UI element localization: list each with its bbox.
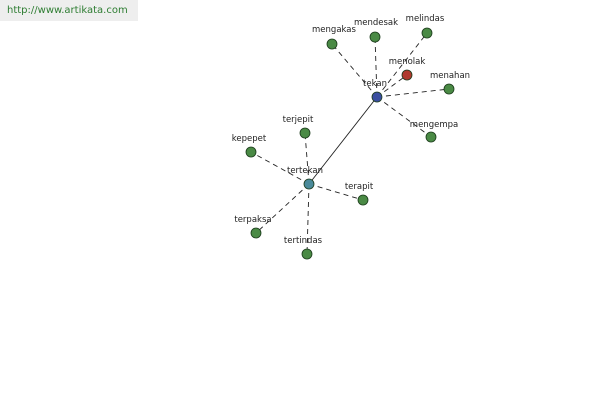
node-label: menolak — [389, 57, 426, 67]
node — [303, 178, 315, 190]
node-label: mengempa — [410, 120, 458, 130]
edge — [376, 74, 408, 98]
node-label: mendesak — [354, 18, 398, 28]
node — [371, 91, 383, 103]
node-label: mengakas — [312, 25, 356, 35]
node-label: terjepit — [283, 115, 314, 125]
edge — [376, 32, 428, 98]
node-label: terapit — [345, 182, 374, 192]
edge — [308, 183, 364, 201]
edge — [308, 96, 378, 185]
edge — [255, 183, 310, 234]
node — [250, 227, 262, 239]
node — [443, 83, 455, 95]
node-label: tekan — [363, 79, 387, 89]
edge — [306, 183, 310, 255]
site-url[interactable]: http://www.artikata.com — [0, 0, 138, 21]
node-label: menahan — [430, 71, 470, 81]
edge — [376, 96, 432, 138]
node — [425, 131, 437, 143]
node — [401, 69, 413, 81]
node — [357, 194, 369, 206]
node — [369, 31, 381, 43]
node — [299, 127, 311, 139]
node-label: tertekan — [287, 166, 323, 176]
node-label: melindas — [406, 14, 445, 24]
edge — [374, 36, 378, 98]
node — [421, 27, 433, 39]
node-label: tertindas — [284, 236, 323, 246]
node — [245, 146, 257, 158]
node — [326, 38, 338, 50]
node-label: terpaksa — [234, 215, 271, 225]
edge — [376, 88, 450, 98]
edge — [250, 151, 310, 185]
edge — [331, 43, 378, 98]
edge — [304, 132, 310, 185]
node-label: kepepet — [232, 134, 267, 144]
node — [301, 248, 313, 260]
